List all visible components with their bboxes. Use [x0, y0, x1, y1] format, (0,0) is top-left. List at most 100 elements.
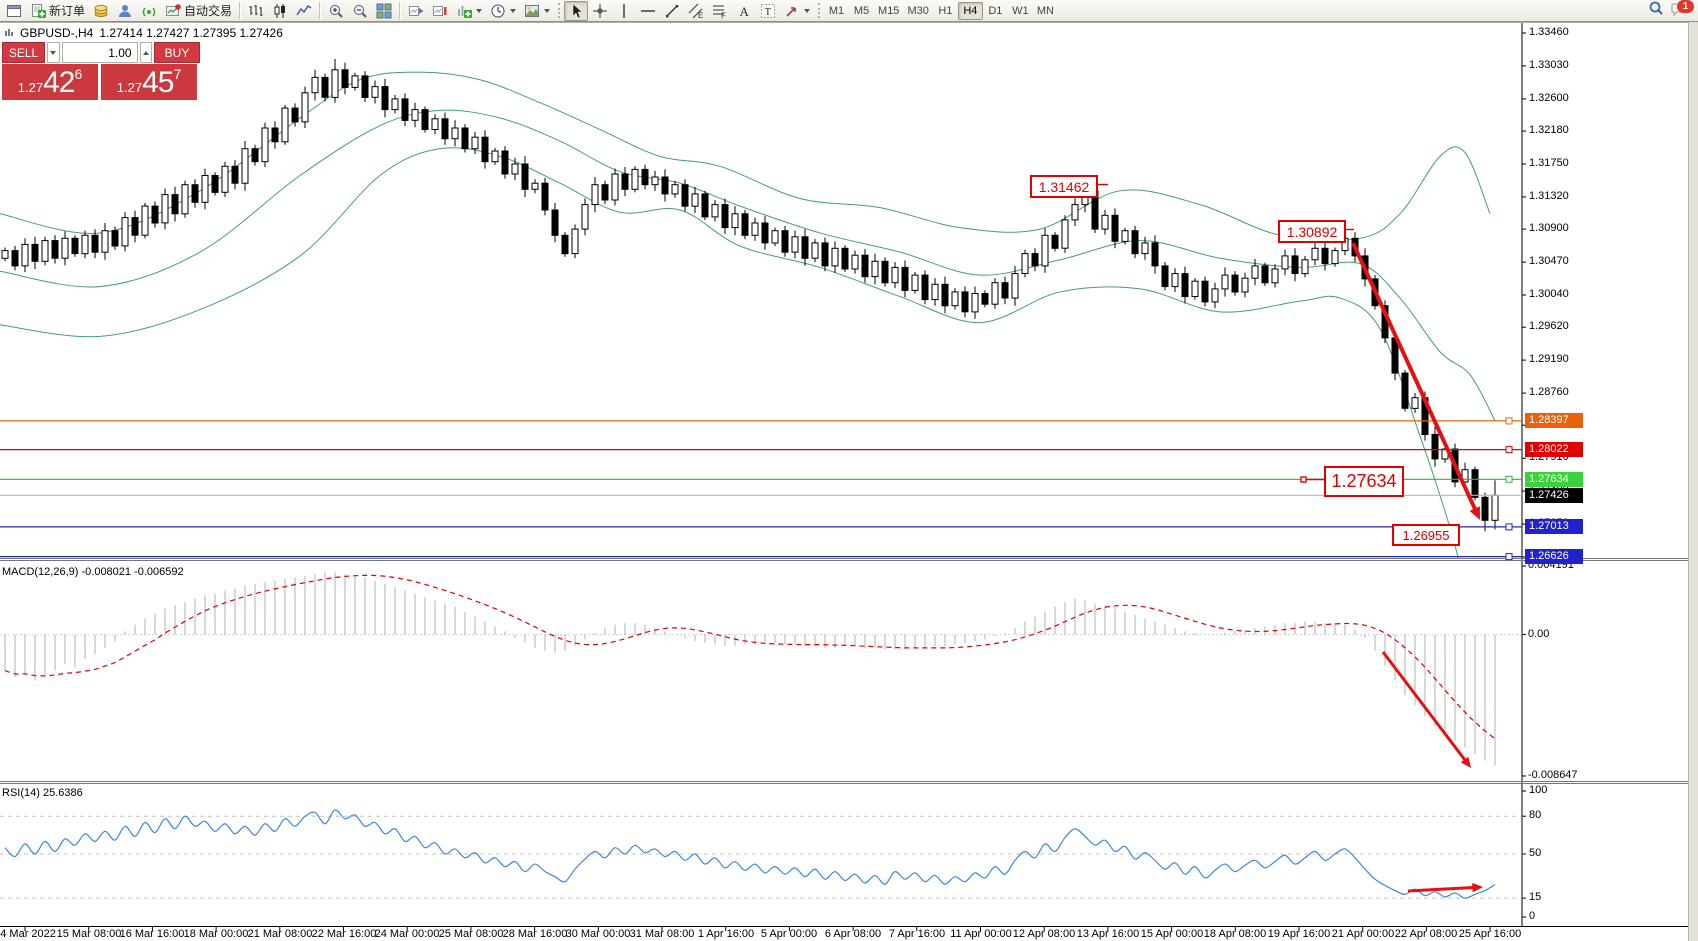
signals-button[interactable] [137, 1, 161, 21]
time-axis-label: 21 Mar 08:00 [247, 928, 313, 940]
price-marker-1.27426: 1.27426 [1525, 488, 1583, 503]
autotrading-button-label: 自动交易 [184, 4, 233, 18]
macd-title: MACD(12,26,9) [2, 566, 79, 578]
triangle-down-icon [50, 50, 57, 55]
timeframe-d1-button[interactable]: D1 [983, 2, 1008, 20]
auto-scroll-button[interactable] [404, 1, 428, 21]
timeframe-h4-button[interactable]: H4 [957, 1, 983, 20]
zoom-out-button[interactable] [348, 1, 372, 21]
periods-button[interactable] [486, 1, 520, 21]
candlestick-chart-button[interactable] [268, 1, 292, 21]
hline-handle[interactable] [1505, 553, 1513, 561]
person-icon [119, 4, 132, 17]
timeframe-w1-button[interactable]: W1 [1008, 2, 1033, 20]
svg-text:A: A [740, 4, 750, 19]
svg-text:E: E [698, 11, 703, 19]
buy-button[interactable]: BUY [154, 42, 200, 63]
buy-price-pip: 7 [173, 66, 182, 82]
equidistant-channel-button[interactable]: E [684, 1, 708, 21]
time-axis-label: 22 Mar 16:00 [311, 928, 377, 940]
text-label-button[interactable]: T [756, 1, 780, 21]
trendline-button[interactable] [660, 1, 684, 21]
zoomout-icon [354, 4, 367, 18]
deposit-button[interactable] [89, 1, 113, 21]
time-axis-label: 31 Mar 08:00 [629, 928, 695, 940]
dropdown-caret-icon [476, 8, 483, 13]
trend-arrows[interactable] [1351, 242, 1483, 893]
triangle-up-icon [142, 50, 149, 55]
tile-windows-button[interactable] [372, 1, 396, 21]
time-axis-label: 6 Apr 08:00 [824, 928, 882, 940]
candles-layer [1, 59, 1499, 532]
cursor-button[interactable] [564, 0, 589, 21]
horizontal-line-button[interactable] [636, 1, 660, 21]
notifications-button[interactable]: 1 [1670, 0, 1694, 21]
svg-text:T: T [765, 6, 772, 18]
arrows-button[interactable] [780, 1, 814, 21]
timeframe-mn-button[interactable]: MN [1033, 2, 1058, 20]
hline-icon [641, 9, 656, 12]
timeframe-m1-button[interactable]: M1 [824, 2, 849, 20]
price-annotation-1.30892[interactable]: 1.30892 [1278, 220, 1346, 243]
text-button[interactable]: A [732, 1, 756, 21]
autotrading-button[interactable]: 自动交易 [161, 1, 236, 21]
candles-icon [274, 3, 286, 18]
notification-badge: 1 [1677, 0, 1694, 13]
chart-symbol-icon [5, 29, 13, 36]
price-axis-tick-label: 1.30900 [1529, 222, 1569, 234]
time-axis-label: 15 Apr 00:00 [1140, 928, 1204, 940]
price-annotation-1.31462[interactable]: 1.31462 [1030, 175, 1098, 198]
chart-shift-button[interactable] [428, 1, 452, 21]
fibonacci-button[interactable]: F [708, 1, 732, 21]
vertical-line-button[interactable] [612, 1, 636, 21]
accounts-button[interactable] [113, 1, 137, 21]
price-annotation-1.27634[interactable]: 1.27634 [1324, 466, 1404, 497]
hline-handle[interactable] [1505, 417, 1513, 425]
rsi-value: 25.6386 [42, 787, 83, 799]
zoom-in-button[interactable] [324, 1, 348, 21]
svg-text:F: F [721, 11, 726, 19]
volume-increase-button[interactable] [139, 42, 153, 63]
rsi-level-label: 100 [1529, 784, 1548, 796]
volume-input[interactable] [61, 42, 138, 63]
time-axis-label: 13 Apr 16:00 [1076, 928, 1140, 940]
rsi-level-label: 80 [1529, 809, 1542, 821]
templates-button[interactable] [520, 1, 554, 21]
hline-handle[interactable] [1505, 446, 1513, 454]
line-chart-button[interactable] [292, 1, 316, 21]
buy-price-display[interactable]: 1.27 45 7 [101, 64, 197, 100]
time-axis-label: 18 Mar 00:00 [183, 928, 249, 940]
sell-button[interactable]: SELL [2, 42, 46, 63]
chart-header: GBPUSD-,H4 1.27414 1.27427 1.27395 1.274… [4, 26, 283, 40]
broadcast-icon [142, 7, 156, 16]
timeframe-m30-button[interactable]: M30 [903, 2, 932, 20]
price-level-lines [0, 417, 1522, 561]
dropdown-caret-icon [804, 8, 811, 13]
indicators-button[interactable] [452, 1, 486, 21]
rsi-panel [0, 809, 1522, 899]
hline-handle[interactable] [1505, 475, 1513, 483]
symbol-title: GBPUSD-,H4 [20, 26, 94, 40]
price-axis-tick-label: 1.33460 [1529, 26, 1569, 38]
time-axis-label: 25 Mar 08:00 [438, 928, 504, 940]
cursor-icon [572, 2, 583, 18]
timeframe-m5-button[interactable]: M5 [849, 2, 874, 20]
new-order-button[interactable]: 新订单 [26, 1, 89, 21]
sell-price-prefix: 1.27 [17, 80, 44, 95]
hline-handle[interactable] [1505, 523, 1513, 531]
sell-price-display[interactable]: 1.27 42 6 [2, 64, 98, 100]
timeframe-h1-button[interactable]: H1 [933, 2, 958, 20]
time-axis-label: 28 Mar 16:00 [502, 928, 568, 940]
volume-decrease-button[interactable] [47, 42, 60, 63]
search-button[interactable] [1648, 0, 1664, 21]
crosshair-button[interactable] [588, 1, 612, 21]
price-annotation-1.26955[interactable]: 1.26955 [1392, 524, 1460, 546]
dropdown-caret-icon [510, 8, 517, 13]
time-axis-label: 18 Apr 08:00 [1203, 928, 1267, 940]
bar-chart-button[interactable] [244, 1, 268, 21]
time-axis-label: 24 Mar 00:00 [374, 928, 440, 940]
charts-window-button[interactable] [2, 1, 26, 21]
timeframe-m15-button[interactable]: M15 [874, 2, 903, 20]
